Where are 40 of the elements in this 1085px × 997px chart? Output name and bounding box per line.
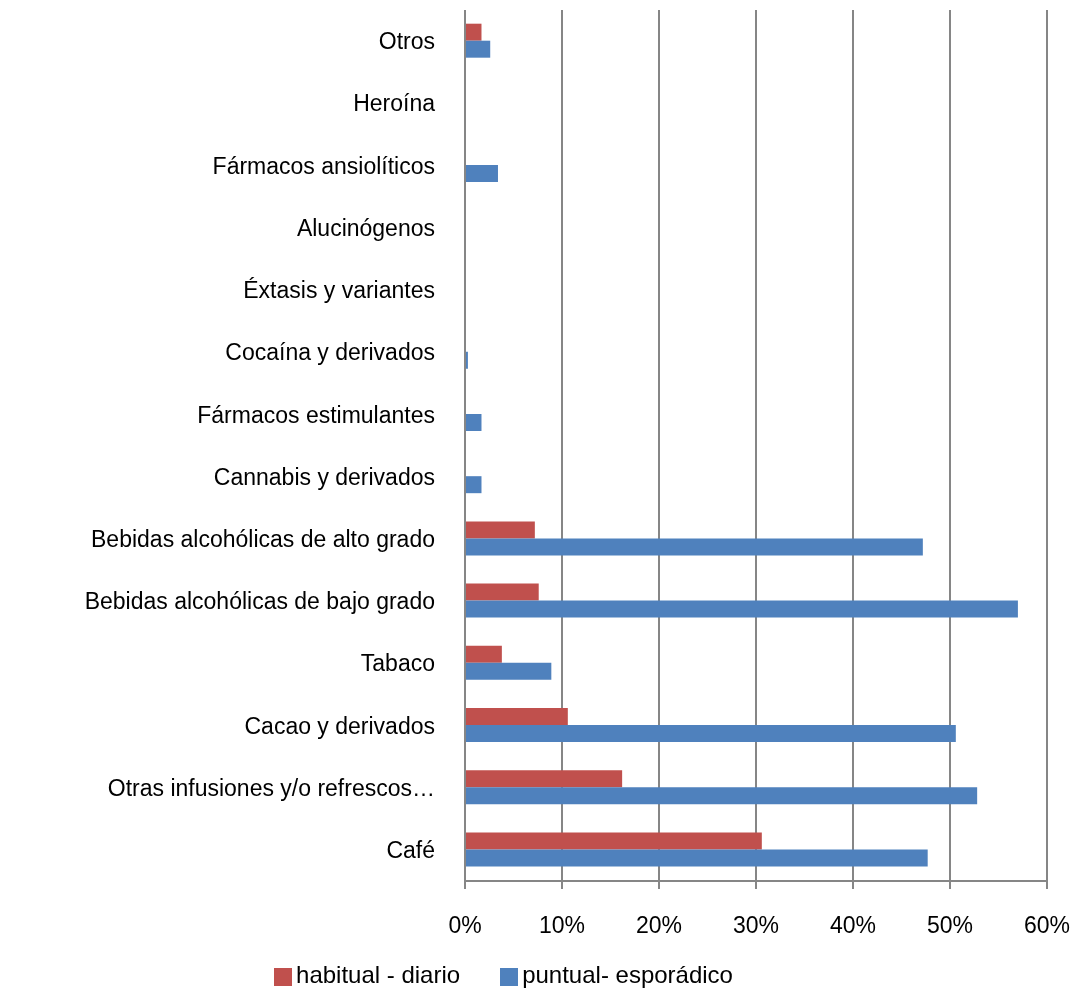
y-tick-label: Tabaco bbox=[360, 650, 435, 677]
bar bbox=[465, 645, 502, 663]
y-tick-label: Alucinógenos bbox=[296, 214, 435, 241]
bar bbox=[465, 413, 482, 431]
bar bbox=[465, 849, 928, 867]
bar bbox=[465, 832, 762, 850]
y-tick-label: Fármacos ansiolíticos bbox=[212, 152, 435, 179]
bar bbox=[465, 521, 535, 539]
legend-label: puntual- esporádico bbox=[522, 961, 733, 988]
x-tick-label: 10% bbox=[538, 912, 586, 939]
bar bbox=[465, 708, 568, 726]
y-tick-label: Cacao y derivados bbox=[244, 712, 435, 739]
x-tick-label: 0% bbox=[448, 912, 482, 939]
bar bbox=[465, 600, 1018, 618]
bar bbox=[465, 787, 978, 805]
bar bbox=[465, 476, 482, 494]
x-tick-label: 40% bbox=[829, 912, 877, 939]
y-tick-label: Bebidas alcohólicas de bajo grado bbox=[84, 588, 435, 615]
y-tick-label: Café bbox=[386, 837, 435, 864]
y-tick-label: Otras infusiones y/o refrescos… bbox=[107, 774, 435, 801]
x-tick-label: 50% bbox=[926, 912, 974, 939]
y-tick-label: Cocaína y derivados bbox=[225, 339, 435, 366]
y-tick-label: Otros bbox=[378, 28, 435, 55]
bar bbox=[465, 40, 491, 58]
y-tick-label: Cannabis y derivados bbox=[213, 463, 435, 490]
bar bbox=[465, 725, 956, 743]
y-tick-label: Bebidas alcohólicas de alto grado bbox=[91, 525, 435, 552]
bar bbox=[465, 662, 552, 680]
bar bbox=[465, 23, 482, 41]
bar bbox=[465, 165, 498, 183]
y-tick-label: Éxtasis y variantes bbox=[243, 277, 435, 304]
bar bbox=[465, 770, 623, 788]
legend-label: habitual - diario bbox=[296, 961, 461, 988]
y-tick-label: Heroína bbox=[353, 90, 436, 117]
y-tick-label: Fármacos estimulantes bbox=[197, 401, 435, 428]
bar bbox=[465, 538, 923, 556]
x-tick-label: 20% bbox=[635, 912, 683, 939]
x-tick-label: 30% bbox=[732, 912, 780, 939]
x-tick-label: 60% bbox=[1023, 912, 1071, 939]
bar bbox=[465, 583, 539, 601]
